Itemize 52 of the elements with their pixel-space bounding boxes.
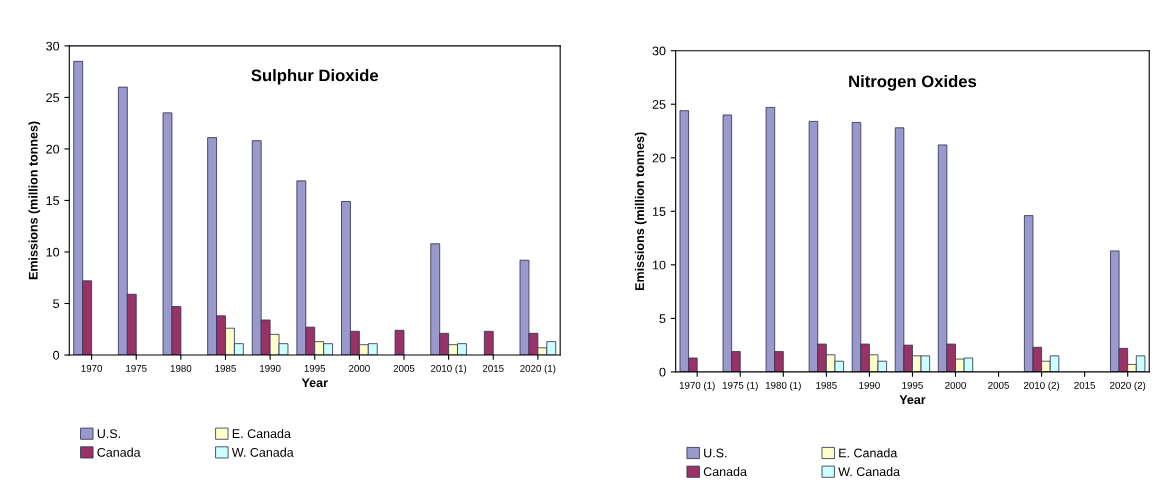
x-tick-label: 1990 <box>859 381 880 389</box>
x-tick-label: 2010 (1) <box>431 364 467 374</box>
x-tick-label: 1980 <box>170 364 192 372</box>
y-tick-label: 5 <box>659 314 666 324</box>
x-tick-label: 1975 (1) <box>722 381 758 391</box>
x-tick-label: 1975 <box>126 364 147 372</box>
x-tick-label: 1990 <box>260 364 281 372</box>
x-tick-label: 2000 <box>349 364 370 372</box>
x-tick-label: 2020 (2) <box>1110 381 1146 391</box>
y-tick-label: 5 <box>53 299 60 309</box>
x-tick-label: 2015 <box>482 364 504 372</box>
bar <box>394 329 405 355</box>
x-tick-label: 2000 <box>945 381 966 389</box>
y-tick-label: 10 <box>46 247 60 257</box>
y-tick-label: 30 <box>652 46 666 56</box>
text: Sulphur Dioxide <box>251 69 379 85</box>
y-tick-label: 25 <box>46 93 60 103</box>
x-tick-label: 1970 (1) <box>679 381 715 391</box>
x-tick-label: 1995 <box>304 364 326 372</box>
y-tick-label: 30 <box>46 41 60 51</box>
y-tick-label: 20 <box>46 144 60 154</box>
x-tick-label: 2015 <box>1074 381 1096 389</box>
legend-label: U.S. <box>704 448 727 458</box>
bar <box>483 330 494 355</box>
legend-label: W. Canada <box>838 466 901 477</box>
legend-label: E. Canada <box>232 428 291 439</box>
legend-label: E. Canada <box>839 448 898 458</box>
y-tick-label: 0 <box>659 367 666 377</box>
x-tick-label: 1995 <box>902 381 923 389</box>
x-tick-label: 1985 <box>816 381 837 389</box>
y-tick-label: 25 <box>652 100 666 109</box>
x-axis-title: Year <box>301 378 328 388</box>
x-tick-label: 2010 (2) <box>1023 381 1060 391</box>
y-axis-title: Emissions (million tonnes) <box>28 121 41 280</box>
y-tick-label: 15 <box>46 196 60 206</box>
x-tick-label: 2005 <box>988 381 1009 389</box>
legend-label: Canada <box>703 466 747 477</box>
y-tick-label: 10 <box>653 260 666 270</box>
x-tick-label: 1970 <box>81 364 103 372</box>
y-tick-label: 15 <box>653 207 666 216</box>
legend-label: W. Canada <box>231 447 294 457</box>
y-tick-label: 0 <box>53 350 60 360</box>
x-tick-label: 1980 (1) <box>765 381 801 391</box>
legend-label: U.S. <box>97 429 120 439</box>
x-tick-label: 1985 <box>215 364 236 372</box>
x-axis-title: Year <box>899 395 926 405</box>
y-tick-label: 20 <box>652 153 666 163</box>
x-tick-label: 2005 <box>393 364 415 372</box>
x-tick-label: 2020 (1) <box>520 364 556 374</box>
text: Nitrogen Oxides <box>849 75 977 91</box>
y-axis-title: Emissions (million tonnes) <box>634 132 647 290</box>
legend-label: Canada <box>97 447 141 457</box>
